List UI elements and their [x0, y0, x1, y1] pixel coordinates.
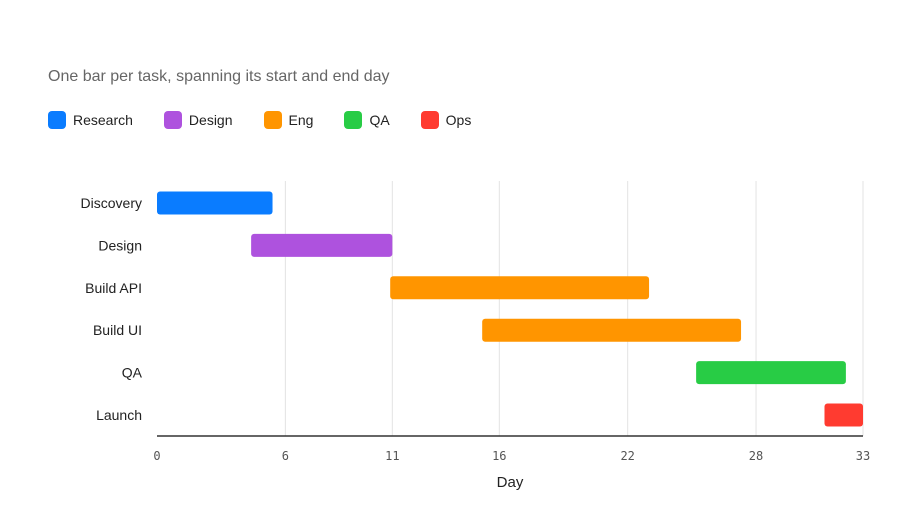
- category-label: QA: [122, 365, 143, 381]
- legend-swatch: [163, 111, 182, 129]
- bar-discovery: [157, 191, 273, 215]
- x-axis-title: Day: [497, 474, 524, 491]
- legend-swatch: [344, 111, 363, 129]
- legend-item-qa: QA: [344, 111, 390, 129]
- chart-subtitle: One bar per task, spanning its start and…: [48, 68, 390, 85]
- legend-label: Design: [188, 112, 233, 128]
- legend-swatch: [48, 111, 66, 129]
- legend-item-design: Design: [163, 111, 233, 129]
- legend-label: Research: [73, 112, 133, 128]
- legend-item-eng: Eng: [263, 111, 314, 129]
- bar-build-api: [390, 276, 650, 300]
- x-tick-label: 6: [282, 449, 289, 463]
- bar-qa: [696, 361, 846, 385]
- category-label: Launch: [96, 407, 142, 423]
- category-label: Design: [98, 237, 142, 253]
- legend-item-research: Research: [48, 111, 133, 129]
- category-label: Discovery: [81, 195, 142, 211]
- legend-label: QA: [369, 112, 390, 128]
- x-tick-label: 28: [749, 449, 763, 463]
- category-label: Build UI: [93, 322, 142, 338]
- bar-launch: [824, 403, 863, 427]
- x-tick-label: 0: [153, 449, 160, 463]
- x-tick-label: 22: [620, 449, 634, 463]
- category-label: Build API: [85, 280, 142, 296]
- legend: Research Design Eng QA Ops: [48, 111, 502, 129]
- legend-item-ops: Ops: [420, 111, 472, 129]
- bar-build-ui: [482, 318, 742, 342]
- legend-swatch: [263, 111, 282, 129]
- legend-label: Eng: [288, 112, 314, 128]
- bar-design: [251, 233, 393, 257]
- legend-swatch: [420, 111, 439, 129]
- legend-label: Ops: [445, 112, 472, 128]
- x-tick-label: 16: [492, 449, 506, 463]
- x-tick-label: 11: [385, 449, 399, 463]
- x-tick-label: 33: [856, 449, 870, 463]
